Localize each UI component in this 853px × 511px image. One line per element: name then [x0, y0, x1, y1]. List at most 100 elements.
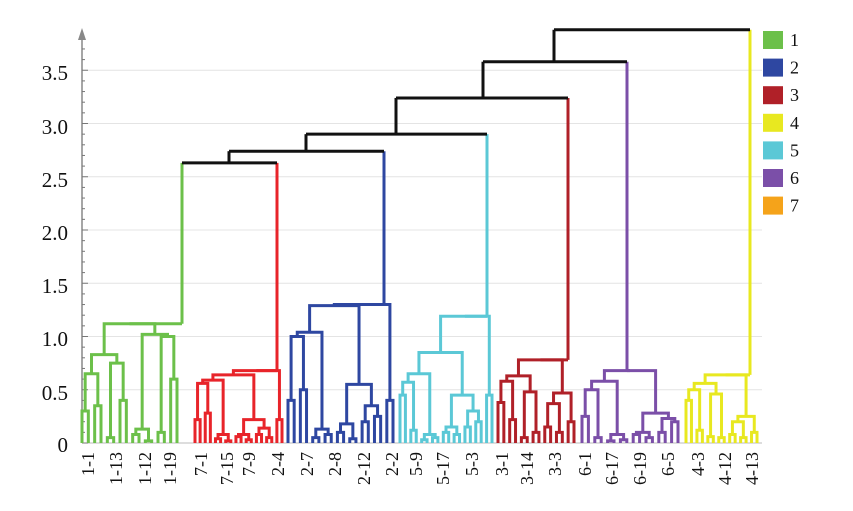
dendrogram-branch: [80, 409, 90, 443]
dendrogram-branch: [670, 420, 680, 443]
dendrogram-branch: [335, 430, 346, 443]
legend-label: 4: [790, 113, 799, 133]
y-tick-label: 2.0: [42, 221, 68, 245]
x-tick-label: 4-12: [715, 452, 735, 485]
legend-swatch: [763, 113, 783, 132]
dendrogram-branch: [398, 393, 407, 443]
dendrogram-branch: [360, 420, 370, 443]
dendrogram-branch: [156, 430, 166, 443]
legend-label: 6: [790, 168, 799, 188]
dendrogram-branch: [441, 430, 451, 443]
dendrogram-branch: [439, 314, 491, 396]
dendrogram-branch: [348, 437, 358, 443]
dendrogram-branch: [508, 418, 518, 443]
x-tick-label: 6-17: [602, 452, 622, 485]
dendrogram-branch: [102, 322, 157, 355]
dendrogram-branch: [496, 401, 506, 443]
dendrogram-branch: [641, 411, 670, 433]
legend: 1 2 3 4 5 6 7: [763, 30, 799, 216]
dendrogram-branch: [706, 435, 715, 443]
dendrogram-branch: [554, 430, 564, 443]
x-tick-label: 2-4: [268, 452, 288, 476]
dendrogram-branch: [695, 428, 704, 443]
dendrogram-branch: [566, 420, 576, 443]
legend-label: 2: [790, 58, 799, 78]
dendrogram-branch: [593, 436, 603, 443]
x-tick-label: 1-13: [106, 452, 126, 485]
x-tick-label: 5-9: [406, 452, 426, 476]
y-tick-label: 1.5: [42, 274, 68, 298]
dendrogram-branch: [332, 303, 392, 401]
dendrogram-branch: [552, 391, 573, 422]
dendrogram-branch: [452, 432, 462, 443]
legend-swatch: [763, 31, 783, 49]
y-tick-label: 3.5: [42, 61, 68, 85]
x-tick-label: 3-14: [517, 452, 537, 485]
dendrogram-branch: [308, 304, 361, 385]
dendrogram-branch: [298, 388, 309, 443]
legend-label: 5: [790, 140, 799, 160]
dendrogram-branch: [750, 430, 759, 443]
x-tick-label: 2-12: [354, 452, 374, 485]
dendrogram-branch: [522, 390, 538, 438]
dendrogram-branch: [213, 437, 223, 443]
dendrogram-branch: [231, 369, 281, 420]
dendrogram-branch: [602, 369, 658, 414]
y-tick-label: 0.5: [42, 381, 68, 405]
gridlines: [82, 69, 762, 391]
legend-swatch: [763, 196, 783, 215]
dendrogram-branch: [131, 432, 141, 443]
x-tick-label: 4-3: [688, 452, 708, 476]
dendrogram-branch: [644, 436, 654, 443]
dendrogram-branch: [105, 436, 116, 443]
dendrogram-branch: [736, 414, 756, 433]
dendrogram-branch: [254, 432, 264, 443]
y-tick-label: 2.5: [42, 168, 68, 192]
legend-swatch: [763, 169, 783, 187]
y-axis-arrow-icon: [78, 28, 86, 40]
legend-swatch: [763, 86, 783, 105]
y-axis: 0 0.5 1.0 1.5 2.0 2.5 3.0 3.5: [42, 28, 762, 457]
x-tick-label: 7-9: [239, 452, 259, 476]
x-tick-label: 2-7: [297, 452, 317, 476]
dendrogram-branch: [531, 430, 541, 443]
x-tick-labels: 1-1 1-13 1-12 1-19 7-1 7-15 7-9 2-4 2-7 2-8 2-12 2-…: [78, 452, 762, 485]
dendrogram-branch: [580, 414, 590, 443]
legend-label: 1: [790, 30, 799, 50]
dendrogram-branch: [234, 435, 243, 443]
dendrogram-branch: [93, 404, 103, 443]
y-tick-label: 1.0: [42, 327, 68, 351]
x-tick-label: 4-13: [742, 452, 762, 485]
y-tick-label: 3.0: [42, 115, 68, 139]
dendrogram-branch: [345, 382, 373, 424]
dendrogram-branch: [203, 411, 212, 443]
dendrogram-branch: [323, 432, 333, 443]
dendrogram-branch: [311, 436, 321, 443]
dendrogram-branch: [631, 432, 642, 443]
dendrogram-branch: [485, 393, 494, 443]
x-tick-label: 6-1: [575, 452, 595, 476]
dendrogram-branch: [543, 425, 553, 443]
x-tick-label: 6-5: [658, 452, 678, 476]
dendrogram-branch: [385, 398, 395, 443]
legend-label: 7: [790, 196, 799, 216]
legend-swatch: [763, 141, 783, 160]
dendrogram-branch: [275, 418, 284, 443]
y-tick-label: 0: [58, 433, 69, 457]
dendrogram-branch: [265, 436, 274, 443]
dendrogram-branch: [430, 436, 440, 443]
y-minor-ticks: [82, 48, 88, 444]
dendrogram-branch: [474, 420, 483, 443]
dendrogram-branches: [80, 28, 759, 443]
dendrogram-branch: [728, 432, 737, 443]
dendrogram-branch: [118, 398, 128, 443]
dendrogram-branch: [463, 425, 472, 443]
x-tick-label: 7-1: [191, 452, 211, 476]
dendrogram-branch: [409, 428, 418, 443]
dendrogram-branch: [193, 418, 202, 443]
x-tick-label: 7-15: [217, 452, 237, 485]
x-tick-label: 3-3: [545, 452, 565, 476]
dendrogram-branch: [709, 392, 723, 438]
dendrogram-branch: [519, 436, 529, 443]
